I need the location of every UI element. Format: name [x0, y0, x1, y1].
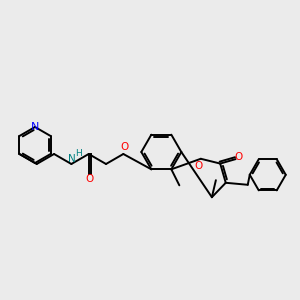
Text: O: O: [195, 161, 203, 171]
Text: N: N: [68, 154, 76, 164]
Text: O: O: [120, 142, 128, 152]
Text: H: H: [75, 149, 82, 158]
Text: O: O: [234, 152, 243, 162]
Text: N: N: [31, 122, 39, 132]
Text: O: O: [85, 174, 94, 184]
